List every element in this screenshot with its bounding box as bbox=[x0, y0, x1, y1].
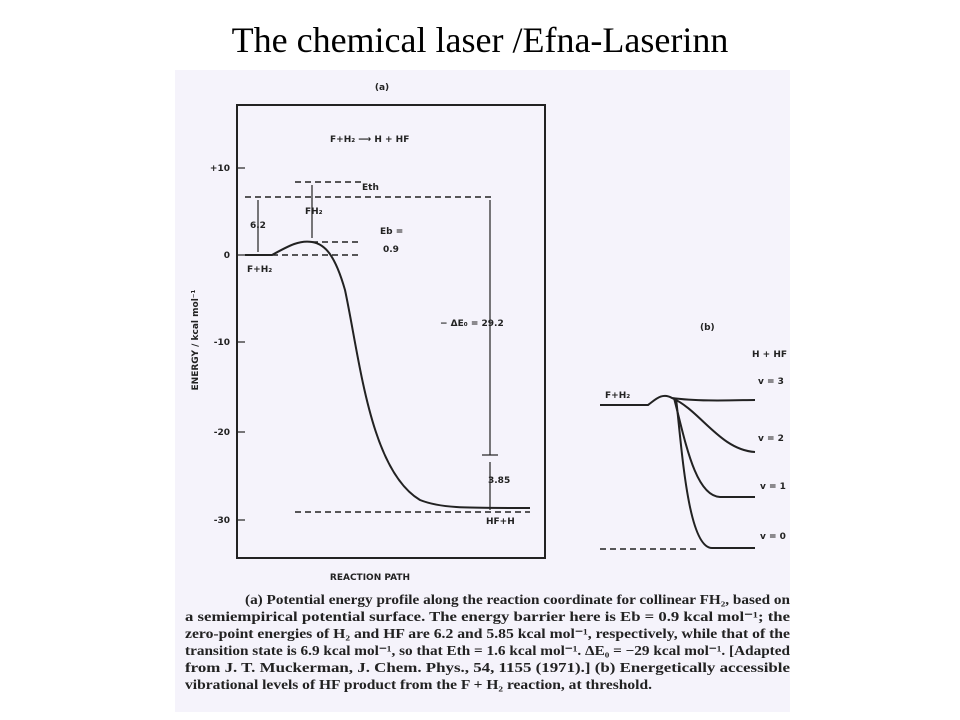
annotation: Eb = bbox=[380, 227, 403, 237]
level-label: v = 3 bbox=[758, 377, 784, 387]
reaction: F+H₂ ⟶ H + HF bbox=[330, 135, 409, 145]
y-tick-label: -30 bbox=[214, 516, 230, 526]
level-curve bbox=[671, 397, 756, 453]
y-axis-label: ENERGY / kcal mol⁻¹ bbox=[191, 289, 201, 390]
annotation: 0.9 bbox=[383, 245, 399, 255]
annotation: F+H₂ bbox=[247, 265, 272, 275]
caption-line: from J. T. Muckerman, J. Chem. Phys., 54… bbox=[185, 660, 790, 675]
x-axis-label: REACTION PATH bbox=[330, 573, 410, 583]
panel-label: (a) bbox=[375, 83, 389, 93]
figure-background bbox=[175, 70, 790, 712]
y-tick-label: 0 bbox=[224, 251, 230, 261]
annotation: FH₂ bbox=[305, 207, 323, 217]
annotation: Eth bbox=[362, 183, 379, 193]
annotation: 6.2 bbox=[250, 221, 266, 231]
y-tick-label: -10 bbox=[214, 338, 230, 348]
level-label: v = 0 bbox=[760, 532, 786, 542]
caption-line: a semiempirical potential surface. The e… bbox=[185, 609, 790, 624]
level-label: v = 1 bbox=[760, 482, 786, 492]
panel-label: (b) bbox=[700, 323, 715, 333]
annotation: HF+H bbox=[486, 517, 515, 527]
caption-line: vibrational levels of HF product from th… bbox=[185, 677, 652, 692]
caption-line: (a) Potential energy profile along the r… bbox=[245, 592, 791, 607]
caption-line: transition state is 6.9 kcal mol⁻¹, so t… bbox=[185, 643, 791, 658]
energy-curve bbox=[245, 240, 531, 509]
caption-line: zero-point energies of H₂ and HF are 6.2… bbox=[185, 626, 790, 641]
y-ticks: +10 0 -10 -20 -30 bbox=[210, 164, 245, 526]
annotation: − ΔE₀ = 29.2 bbox=[440, 319, 504, 329]
y-tick-label: +10 bbox=[210, 164, 230, 174]
annotation: F+H₂ bbox=[605, 391, 630, 401]
caption: (a) Potential energy profile along the r… bbox=[185, 592, 791, 692]
level-curve bbox=[675, 397, 755, 549]
annotation: 3.85 bbox=[488, 476, 510, 486]
annotation: H + HF bbox=[752, 350, 787, 360]
plot-frame bbox=[236, 104, 546, 559]
y-tick-label: -20 bbox=[214, 428, 230, 438]
level-label: v = 2 bbox=[758, 434, 784, 444]
slide-title: The chemical laser /Efna-Laserinn bbox=[232, 20, 729, 60]
